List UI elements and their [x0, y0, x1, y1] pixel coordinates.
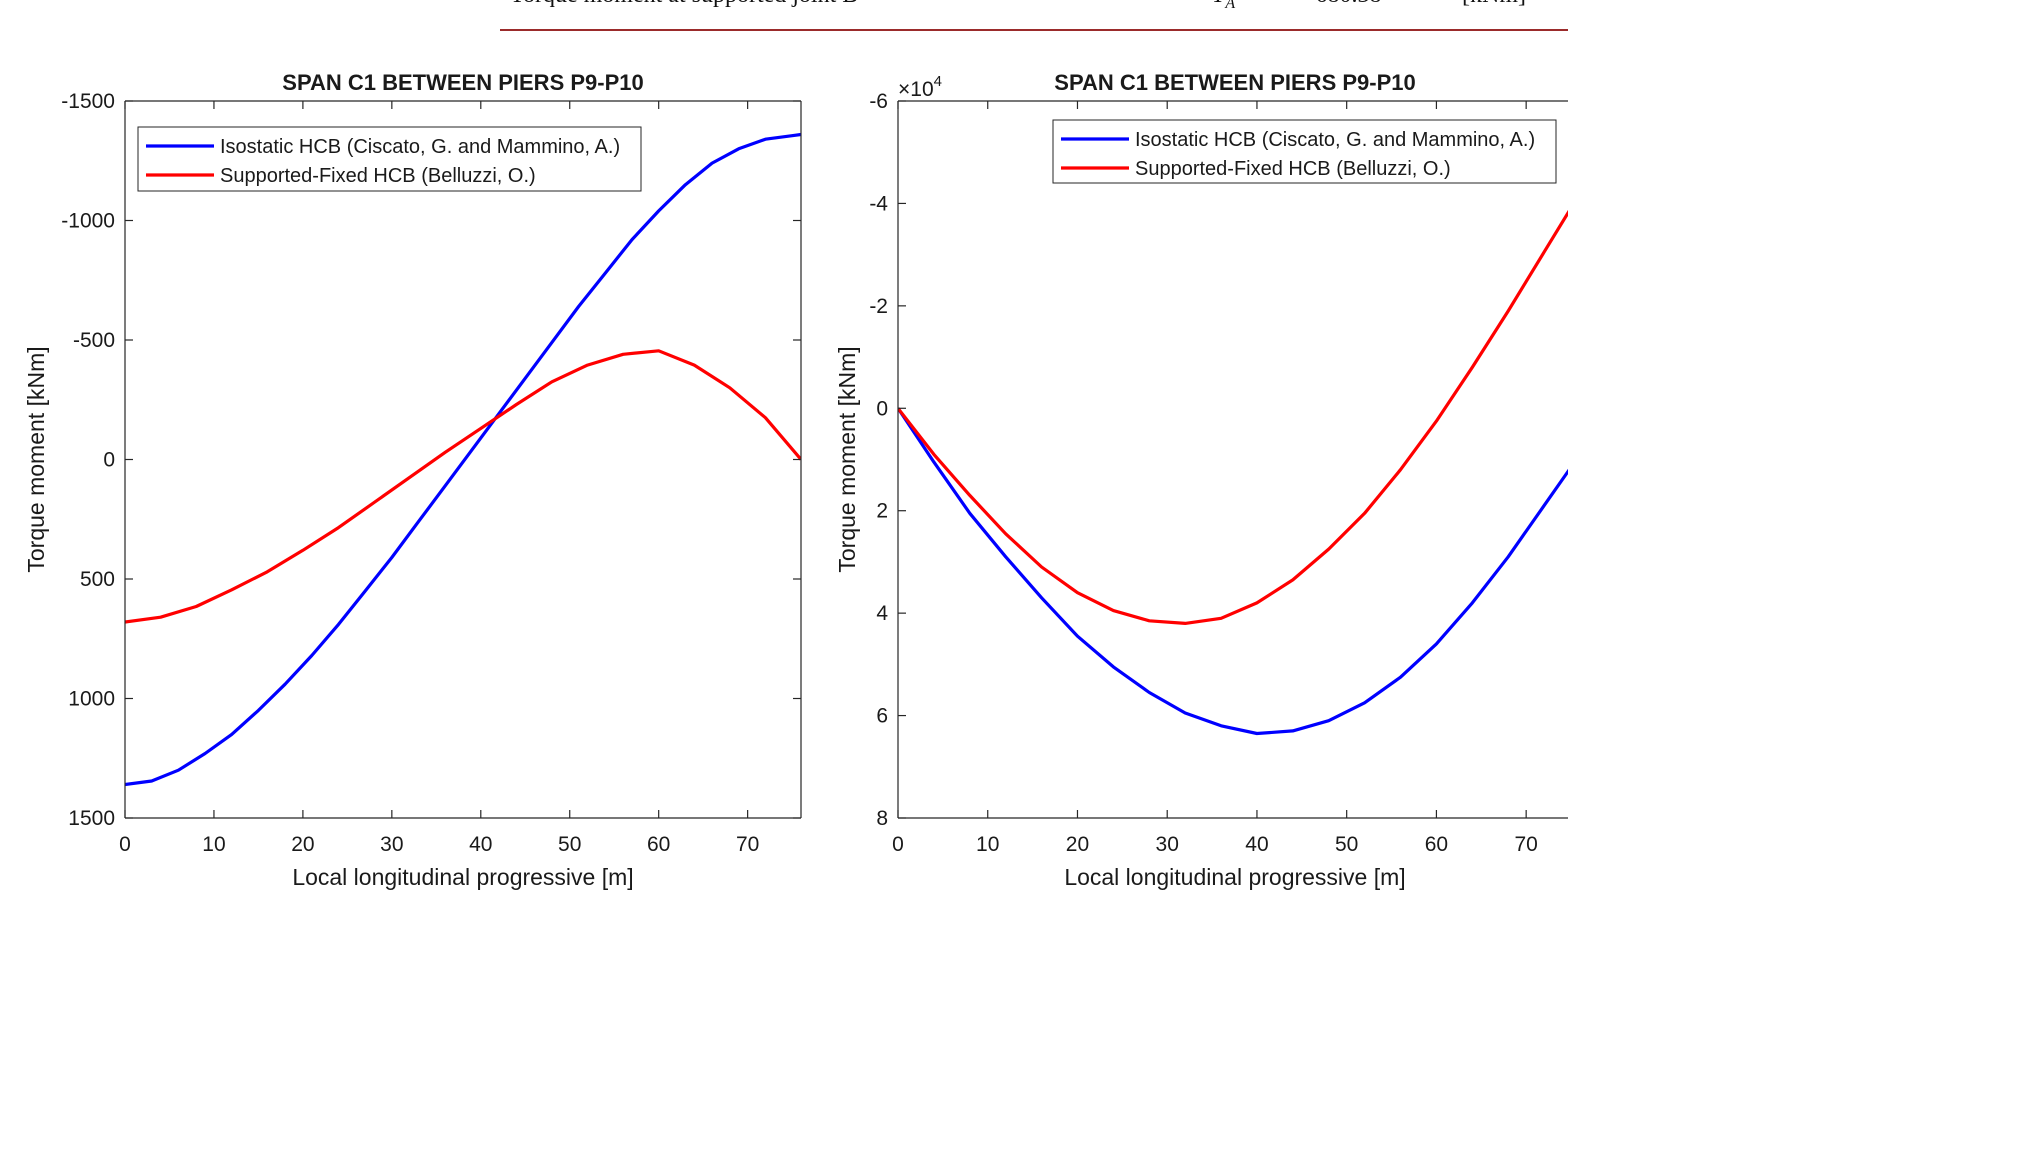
x-tick-label: 0	[119, 833, 131, 856]
x-tick-label: 40	[469, 833, 492, 856]
x-tick-label: 60	[647, 833, 670, 856]
series-line-2	[898, 209, 1568, 626]
y-tick-label: -1500	[61, 90, 115, 113]
header-symbol-main: T	[1212, 0, 1225, 8]
y-tick-label: 0	[103, 449, 115, 472]
x-tick-label: 50	[558, 833, 581, 856]
legend-box	[1052, 119, 1557, 184]
y-tick-label: 8	[876, 807, 888, 830]
charts-canvas: 0 10 20 30 40 50 60 70-1500-1000-50005001000150…	[23, 70, 1568, 890]
x-tick-label: 20	[291, 833, 314, 856]
x-tick-label: 20	[1066, 833, 1089, 856]
legend-entry: Isostatic HCB (Ciscato, G. and Mammino, …	[1135, 129, 1535, 151]
header-rule	[500, 29, 1568, 31]
y-tick-label: 500	[80, 568, 115, 591]
y-tick-label: 4	[876, 602, 888, 625]
y-axis-label: Torque moment [kNm]	[23, 346, 49, 572]
y-tick-label: -2	[869, 295, 888, 318]
header-unit: [kNm]	[1462, 0, 1526, 9]
x-tick-label: 40	[1245, 833, 1268, 856]
x-tick-label: 70	[736, 833, 759, 856]
y-tick-label: 6	[876, 705, 888, 728]
x-tick-label: 50	[1335, 833, 1358, 856]
chart-panel-1: 0 10 20 30 40 50 60 70 -1500 -1000 -500 0 500 1000 150…	[23, 70, 802, 890]
y-tick-label: -500	[73, 329, 115, 352]
y-axis-label: Torque moment [kNm]	[834, 346, 860, 572]
y-tick-label: 1000	[68, 688, 115, 711]
x-tick-label: 10	[202, 833, 225, 856]
legend-entry: Supported-Fixed HCB (Belluzzi, O.)	[220, 165, 536, 187]
header-symbol: TA	[1212, 0, 1235, 13]
header-symbol-sub: A	[1225, 0, 1236, 12]
legend-box	[137, 126, 642, 192]
x-tick-label: 10	[976, 833, 999, 856]
x-tick-label: 0	[892, 833, 904, 856]
series-line-1	[125, 132, 801, 787]
x-tick-label: 30	[1156, 833, 1179, 856]
x-axis-label: Local longitudinal progressive [m]	[292, 864, 633, 890]
x-tick-label: 30	[380, 833, 403, 856]
y-tick-label: -4	[869, 192, 888, 215]
chart-title: SPAN C1 BETWEEN PIERS P9-P10	[1054, 70, 1415, 95]
header-table-fragment: Torque moment at supported joint B TA −6…	[500, 0, 1568, 32]
chart-panel-2: 0 10 20 30 40 50 60 70 -6 -4 -2 0 2 4 6 8 ×104 SPAN C1 BE…	[834, 70, 1568, 890]
legend-entry: Isostatic HCB (Ciscato, G. and Mammino, …	[220, 136, 620, 158]
series-line-2	[125, 349, 801, 624]
y-tick-label: 1500	[68, 807, 115, 830]
x-tick-label: 70	[1514, 833, 1537, 856]
axis-exponent-label: ×104	[898, 73, 942, 101]
axes-box	[897, 100, 1568, 819]
y-tick-label: -1000	[61, 210, 115, 233]
plot-area	[898, 101, 1568, 818]
legend: Isostatic HCB (Ciscato, G. and Mammino, …	[137, 126, 642, 192]
x-axis-label: Local longitudinal progressive [m]	[1064, 864, 1405, 890]
y-tick-label: 0	[876, 397, 888, 420]
series-line-1	[898, 407, 1568, 736]
legend: Isostatic HCB (Ciscato, G. and Mammino, …	[1052, 119, 1557, 184]
y-tick-label: -6	[869, 90, 888, 113]
legend-entry: Supported-Fixed HCB (Belluzzi, O.)	[1135, 158, 1451, 180]
y-tick-label: 2	[876, 500, 888, 523]
chart-title: SPAN C1 BETWEEN PIERS P9-P10	[282, 70, 643, 95]
x-tick-label: 60	[1425, 833, 1448, 856]
header-row-label: Torque moment at supported joint B	[510, 0, 858, 9]
header-value: −680.38	[1302, 0, 1382, 9]
